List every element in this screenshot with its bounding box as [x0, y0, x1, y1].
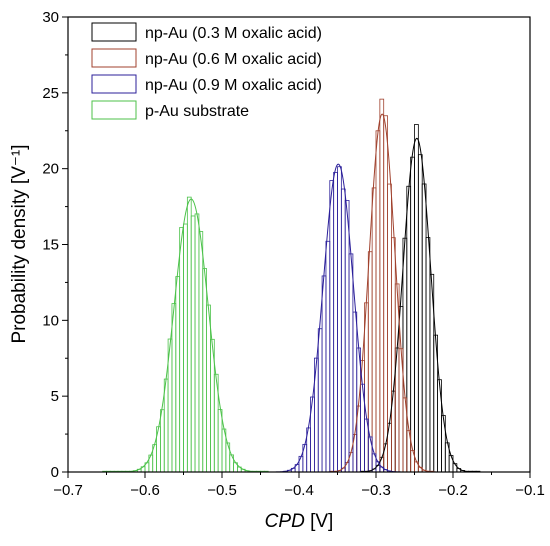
histogram-bar: [340, 188, 346, 473]
histogram-bar: [206, 304, 211, 473]
gaussian-fit-line: [262, 163, 415, 473]
histogram-bar: [179, 227, 184, 473]
histogram-bar: [421, 183, 427, 473]
histogram-bar: [425, 237, 431, 473]
x-tick-label: −0.1: [515, 482, 545, 499]
histogram-bar: [190, 215, 196, 473]
histogram-bar: [333, 171, 338, 473]
histogram-bar: [383, 443, 388, 473]
legend-label: p-Au substrate: [145, 103, 249, 120]
x-axis-title: CPD [V]: [265, 511, 334, 532]
histogram-bar: [329, 180, 335, 473]
gaussian-fits: [105, 113, 487, 473]
x-tick-label: −0.3: [361, 482, 391, 499]
y-tick-label: 20: [42, 161, 59, 178]
x-axis-ticks: −0.7 −0.6 −0.5 −0.4 −0.3 −0.2 −0.1: [53, 472, 545, 499]
legend-swatch: [91, 74, 137, 94]
legend-label: np-Au (0.6 M oxalic acid): [145, 51, 322, 68]
x-tick-label: −0.4: [284, 482, 314, 499]
legend-swatch: [91, 100, 137, 120]
histogram-bar: [344, 462, 350, 473]
histogram-bar: [402, 237, 408, 473]
x-axis-title-italic: CPD: [265, 511, 305, 532]
legend-label: np-Au (0.9 M oxalic acid): [145, 77, 322, 94]
gaussian-fit-line: [317, 113, 447, 473]
y-axis-ticks: 0 5 10 15 20 25 30: [42, 9, 68, 481]
y-tick-label: 0: [51, 464, 59, 481]
histogram-bar: [337, 166, 342, 473]
histogram-bar: [183, 223, 188, 473]
y-tick-label: 10: [42, 312, 59, 329]
histogram-bar: [352, 311, 358, 473]
x-tick-label: −0.6: [130, 482, 160, 499]
x-tick-label: −0.7: [53, 482, 83, 499]
gaussian-fit-line: [105, 198, 277, 473]
y-tick-label: 15: [42, 237, 59, 254]
histogram-bar: [344, 200, 350, 473]
histogram-bar: [202, 268, 207, 473]
x-tick-label: −0.2: [438, 482, 468, 499]
histogram-bar: [371, 187, 377, 473]
histogram-bar: [298, 455, 304, 473]
y-tick-label: 30: [42, 9, 59, 26]
histogram-bar: [163, 378, 169, 473]
histogram-bar: [317, 328, 323, 473]
histogram-bar: [159, 409, 165, 473]
histogram-bar: [383, 115, 388, 473]
histogram-bar: [379, 98, 385, 473]
legend-swatch: [91, 48, 137, 68]
histogram-bar: [321, 275, 327, 473]
histogram-bar: [417, 154, 423, 473]
x-axis-title-unit: [V]: [305, 511, 334, 532]
histogram-bars: [102, 98, 481, 473]
x-tick-label: −0.5: [207, 482, 237, 499]
legend: np-Au (0.3 M oxalic acid) np-Au (0.6 M ox…: [91, 22, 322, 120]
legend-label: np-Au (0.3 M oxalic acid): [145, 25, 322, 42]
y-tick-label: 5: [51, 388, 59, 405]
histogram-bar: [379, 456, 385, 473]
histogram-bar: [414, 124, 419, 473]
legend-swatch: [91, 22, 137, 42]
histogram-bar: [175, 276, 181, 473]
gaussian-fit-line: [347, 137, 487, 473]
histogram-bar: [186, 196, 192, 473]
histogram-bar: [217, 409, 223, 473]
histogram-bar: [325, 240, 331, 473]
histogram-bar: [194, 213, 200, 473]
histogram-bar: [390, 237, 396, 473]
histogram-bar: [375, 130, 381, 473]
histogram-bar: [410, 156, 415, 473]
y-tick-label: 25: [42, 85, 59, 102]
histogram-bar: [198, 231, 204, 473]
histogram-bar: [348, 253, 354, 473]
histogram-bar: [171, 303, 177, 473]
y-axis-title: Probability density [V⁻¹]: [9, 144, 30, 343]
